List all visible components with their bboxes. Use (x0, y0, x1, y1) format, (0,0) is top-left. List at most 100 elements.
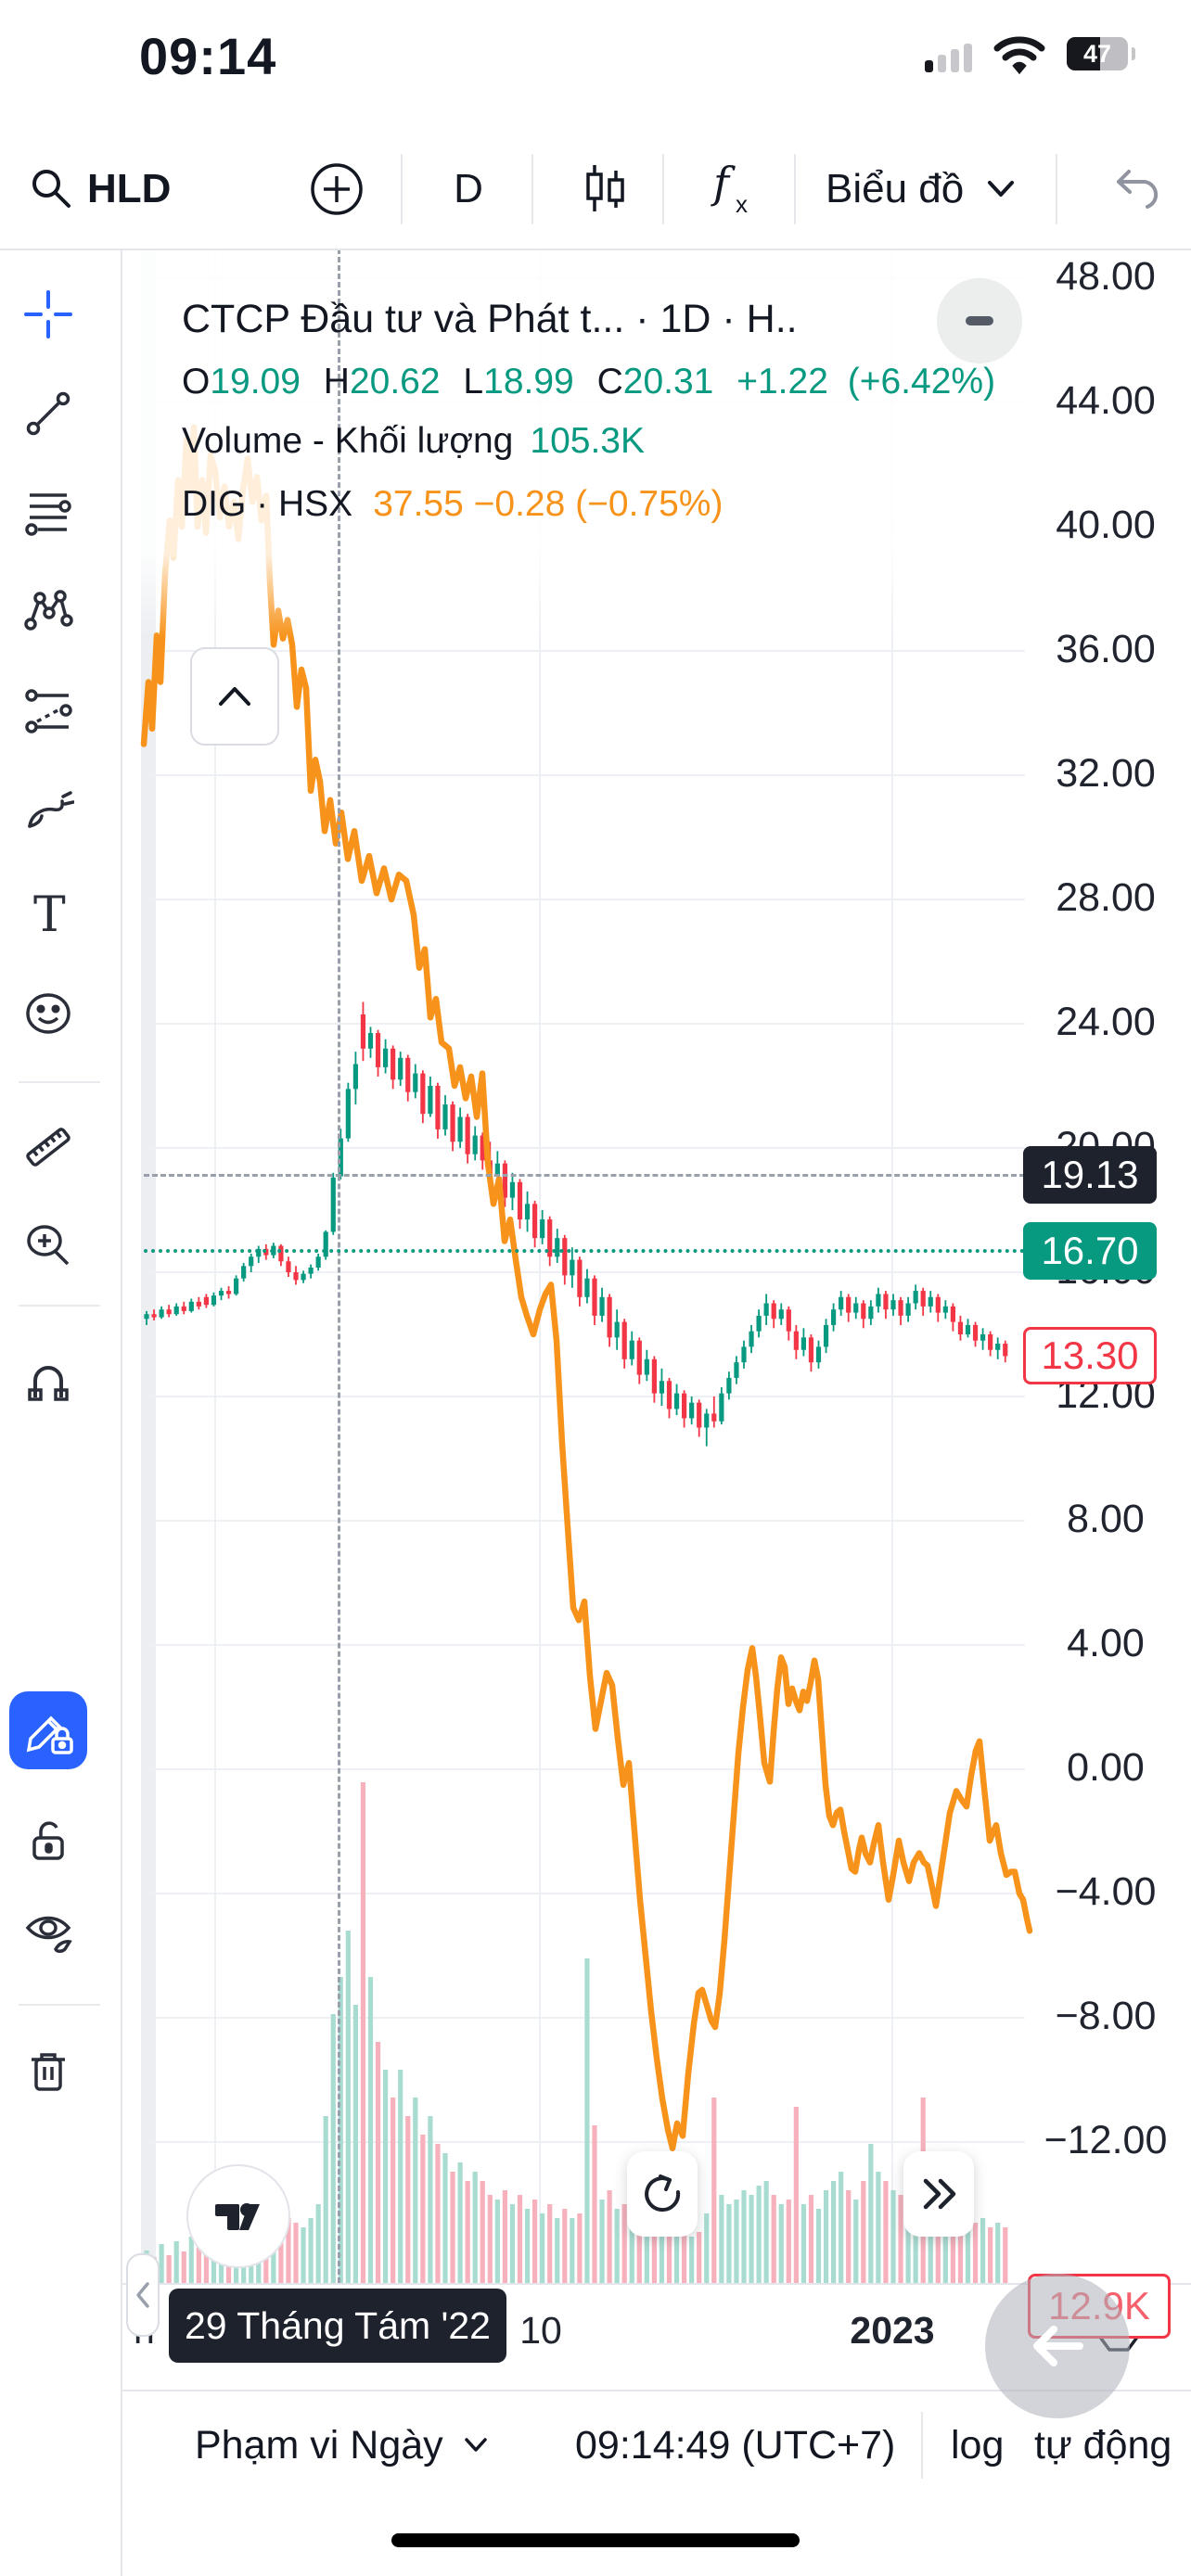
scroll-up-button[interactable] (190, 647, 279, 746)
ohlc-values: O19.09 H20.62 L18.99 C20.31 +1.22 (+6.42… (182, 362, 995, 402)
legend-backdrop-fade (139, 555, 1026, 638)
chart-menu-label: Biểu đồ (826, 166, 965, 211)
undo-button[interactable] (1099, 130, 1177, 249)
toolbar-divider (531, 154, 533, 224)
toolbar-divider (401, 154, 403, 224)
collapse-sidebar-handle[interactable] (126, 2253, 160, 2337)
chevron-left-icon (136, 2282, 149, 2308)
chart-menu-button[interactable]: Biểu đồ (826, 130, 1018, 249)
auto-scale-toggle[interactable]: tự động (1034, 2391, 1172, 2499)
candles-icon (586, 165, 624, 211)
tool-magnet[interactable] (22, 1357, 74, 1409)
log-scale-label: log (951, 2422, 1005, 2468)
tradingview-logo-button[interactable] (186, 2164, 290, 2268)
change-percent: (+6.42%) (847, 362, 996, 402)
toolbar-divider (1056, 154, 1057, 224)
back-button[interactable] (985, 2274, 1130, 2418)
status-bar: 09:14 47 (0, 0, 1191, 130)
svg-text:T: T (33, 888, 66, 940)
toolbar-divider (19, 1305, 100, 1307)
trash-icon (32, 2053, 65, 2091)
open-value: 19.09 (210, 362, 301, 402)
home-indicator (391, 2533, 800, 2547)
chevron-down-icon (464, 2438, 487, 2452)
last-price-badge: 16.70 (1023, 1221, 1157, 1280)
status-time: 09:14 (139, 27, 277, 85)
svg-text:f: f (711, 158, 736, 208)
xabcd-pattern-icon (24, 590, 73, 631)
drawing-toolbar: T (0, 249, 122, 2576)
interval-button[interactable]: D (436, 130, 501, 249)
tool-zoom-in[interactable] (22, 1218, 74, 1270)
tool-emoji[interactable] (22, 988, 74, 1039)
tool-crosshair[interactable] (22, 288, 74, 340)
toolbar-divider (19, 2004, 100, 2006)
tool-projection[interactable] (22, 684, 74, 736)
symbol-search-button[interactable]: HLD (26, 130, 171, 249)
add-button[interactable] (301, 130, 372, 249)
tool-remove-drawings[interactable] (22, 2046, 74, 2098)
compare-symbol-row[interactable]: DIG · HSX 37.55 −0.28 (−0.75%) (182, 484, 723, 525)
indicators-button[interactable]: f x (694, 130, 768, 249)
tool-stay-in-drawing-mode[interactable] (9, 1691, 87, 1769)
date-range-label: Phạm vi Ngày (195, 2422, 443, 2468)
symbol-title[interactable]: CTCP Đầu tư và Phát t... · 1D · H.. (182, 297, 798, 341)
auto-scale-label: tự động (1034, 2422, 1172, 2468)
interval-label: D (454, 166, 483, 211)
tool-measure[interactable] (22, 1121, 74, 1173)
close-price-badge: 13.30 (1023, 1327, 1157, 1385)
high-value: 20.62 (349, 362, 441, 402)
time-axis-label: 2023 (850, 2309, 935, 2352)
bottom-toolbar: Phạm vi Ngày 09:14:49 (UTC+7) log tự độn… (121, 2390, 1191, 2499)
clock-utc-button[interactable]: 09:14:49 (UTC+7) (575, 2391, 895, 2499)
tool-fib-retracement[interactable] (22, 487, 74, 539)
low-value: 18.99 (483, 362, 574, 402)
tool-lock-drawings[interactable] (22, 1815, 74, 1867)
tool-xabcd-pattern[interactable] (22, 584, 74, 636)
tool-trend-line[interactable] (22, 388, 74, 440)
reset-chart-button[interactable] (627, 2151, 698, 2237)
eye-brush-icon (25, 1916, 72, 1953)
crosshair-date-tooltip: 29 Tháng Tám '22 (169, 2289, 506, 2363)
top-toolbar: HLD D f (0, 130, 1191, 250)
tool-text[interactable]: T (22, 888, 74, 940)
legend-backdrop (139, 249, 1026, 555)
close-value: 20.31 (622, 362, 714, 402)
crosshair-price-badge: 19.13 (1023, 1146, 1157, 1205)
volume-row[interactable]: Volume - Khối lượng 105.3K (182, 421, 645, 462)
cellular-signal-icon (925, 35, 972, 72)
chart-type-button[interactable] (568, 130, 642, 249)
wifi-icon (993, 36, 1045, 74)
chart-area[interactable]: CTCP Đầu tư và Phát t... · 1D · H.. O19.… (121, 249, 1191, 2283)
volume-value: 105.3K (530, 421, 645, 461)
fast-forward-icon (923, 2178, 956, 2210)
log-scale-toggle[interactable]: log (951, 2391, 1004, 2499)
change-value: +1.22 (736, 362, 828, 402)
magnet-icon (28, 1366, 69, 1401)
close-label: C (596, 362, 623, 402)
trend-line-icon (26, 391, 70, 436)
collapse-legend-button[interactable] (937, 278, 1022, 363)
tool-hide-drawings[interactable] (22, 1907, 74, 1959)
search-icon (32, 170, 70, 208)
crosshair-horizontal-line (144, 1173, 1025, 1177)
unlock-icon (32, 1821, 64, 1860)
fib-retracement-icon (25, 493, 71, 536)
ruler-icon (26, 1128, 70, 1167)
status-icons: 47 (925, 33, 1135, 74)
go-to-realtime-button[interactable] (903, 2151, 974, 2237)
tool-brush[interactable] (22, 784, 74, 835)
crosshair-vertical-line (337, 249, 340, 2283)
date-range-button[interactable]: Phạm vi Ngày (195, 2391, 490, 2499)
undo-icon (1117, 170, 1159, 209)
plus-circle-icon (311, 163, 363, 215)
toolbar-divider (921, 2412, 923, 2479)
high-label: H (323, 362, 350, 402)
svg-text:x: x (736, 190, 748, 218)
toolbar-divider (19, 1081, 100, 1083)
low-label: L (463, 362, 484, 402)
fx-icon: f x (711, 158, 748, 218)
projection-icon (25, 689, 72, 733)
pane-left-gutter (141, 249, 156, 2283)
